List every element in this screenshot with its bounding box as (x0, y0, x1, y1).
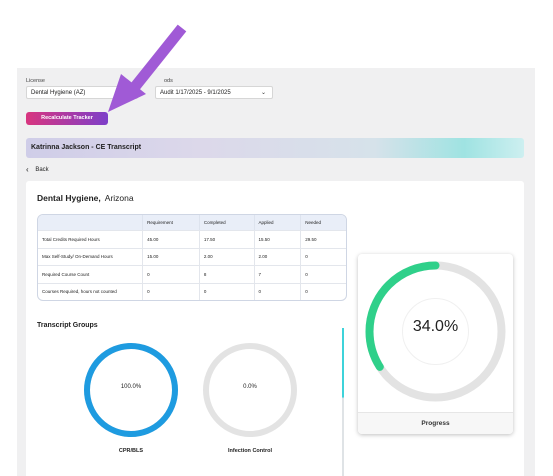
table-cell: Required Course Count (38, 265, 143, 283)
group-percent: 100.0% (120, 384, 142, 390)
table-header-row: Requirement Completed Applied Needed (38, 215, 346, 230)
course-title: Dental Hygiene, Arizona (37, 193, 134, 203)
ring-track (203, 343, 297, 437)
table-cell: 0 (300, 282, 346, 300)
table-cell: 0 (300, 247, 346, 265)
progress-ring-inner (402, 298, 469, 365)
arrow-shaft (129, 24, 187, 92)
period-select-value: Audit 1/17/2025 - 9/1/2025 (160, 90, 231, 96)
course-state: Arizona (104, 193, 134, 203)
table-cell: Max Self-Study/ On-Demand Hours (38, 247, 143, 266)
table-cell: Total Credits Required Hours (38, 230, 143, 248)
period-select[interactable]: Audit 1/17/2025 - 9/1/2025 ⌄ (155, 86, 273, 99)
table-cell: 45.00 (142, 230, 199, 248)
group-ring-cpr-bls (84, 343, 178, 437)
arrow-head (108, 74, 146, 112)
table-cell: 2.00 (198, 247, 254, 265)
tracker-app: License Dental Hygiene (AZ) ods Audit 1/… (17, 68, 535, 476)
license-select-value: Dental Hygiene (AZ) (31, 90, 86, 96)
table-header: Applied (253, 215, 301, 230)
table-cell: 2.00 (253, 247, 301, 265)
table-header: Completed (198, 215, 254, 230)
group-ring-infection-control (203, 343, 297, 437)
group-name: CPR/BLS (118, 448, 144, 454)
back-label: Back (35, 167, 49, 173)
recalculate-tracker-button[interactable]: Recalculate Tracker (26, 112, 108, 125)
group-percent: 0.0% (243, 384, 257, 390)
table-cell: 0 (142, 282, 199, 300)
table-cell: 17.50 (198, 230, 254, 248)
progress-card: 34.0% Progress (358, 254, 513, 434)
table-cell: 0 (300, 265, 346, 283)
table-header (38, 215, 143, 230)
table-cell: 29.50 (300, 230, 346, 248)
table-cell: 0 (142, 265, 199, 283)
scroll-indicator[interactable] (342, 328, 344, 476)
progress-ring (365, 261, 506, 402)
table-cell: Courses Required, hours not counted (38, 282, 143, 301)
license-label: License (26, 78, 45, 84)
transcript-groups-title: Transcript Groups (37, 322, 98, 329)
table-header: Requirement (142, 215, 199, 230)
table-cell: 8 (198, 265, 254, 283)
progress-ring-fill (365, 261, 506, 402)
table-cell: 15.50 (253, 230, 301, 248)
table-cell: 0 (198, 282, 254, 300)
course-name: Dental Hygiene, (37, 193, 101, 203)
ring-fill (84, 343, 178, 437)
table-row: Total Credits Required Hours 45.00 17.50… (38, 230, 346, 248)
table-header: Needed (300, 215, 346, 230)
table-cell: 0 (253, 282, 301, 300)
transcript-title: Katrinna Jackson - CE Transcript (31, 144, 142, 151)
group-name: Infection Control (228, 448, 272, 454)
table-cell: 7 (253, 265, 301, 283)
back-link[interactable]: ‹ Back (26, 165, 49, 174)
table-cell: 15.00 (142, 247, 199, 265)
progress-percent: 34.0% (412, 318, 459, 335)
chevron-down-icon: ⌄ (260, 90, 266, 96)
progress-label: Progress (358, 412, 513, 434)
table-row: Required Course Count 0 8 7 0 (38, 265, 346, 283)
table-row: Courses Required, hours not counted 0 0 … (38, 282, 346, 301)
table-row: Max Self-Study/ On-Demand Hours 15.00 2.… (38, 247, 346, 266)
period-label: ods (164, 78, 173, 84)
chevron-left-icon: ‹ (26, 165, 29, 174)
requirements-table: Requirement Completed Applied Needed Tot… (37, 214, 347, 301)
transcript-card: Dental Hygiene, Arizona Requirement Compl… (26, 181, 524, 476)
transcript-banner: Katrinna Jackson - CE Transcript (26, 138, 524, 158)
